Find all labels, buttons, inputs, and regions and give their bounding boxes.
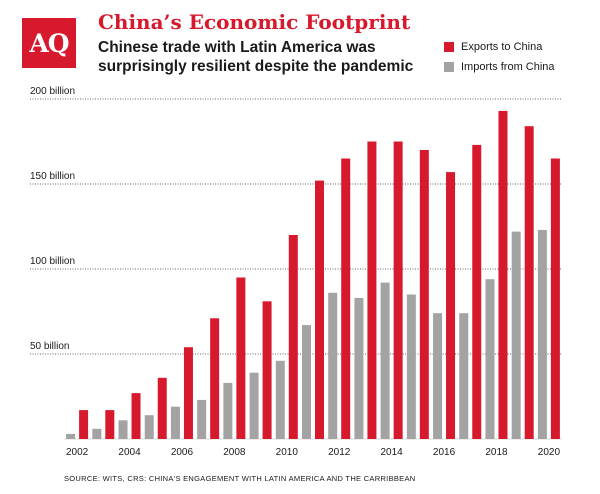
x-tick-label-2012: 2012	[328, 447, 351, 458]
bar-imports-2013	[354, 297, 364, 439]
bar-exports-2015	[419, 150, 429, 439]
legend-label-exports: Exports to China	[461, 40, 543, 53]
bar-exports-2012	[341, 158, 351, 439]
x-axis-labels: 2002 2004 2006 2008 2010 2012 2014 2016 2018 2020	[66, 447, 560, 458]
bar-exports-2005	[157, 377, 167, 439]
logo-text: AQ	[29, 28, 69, 58]
bar-exports-2003	[105, 410, 115, 439]
chart-subtitle: Chinese trade with Latin America was sur…	[98, 39, 414, 75]
bar-imports-2004	[118, 420, 128, 439]
bar-exports-2018	[498, 110, 508, 440]
bar-imports-2020	[537, 229, 547, 439]
bar-exports-2020	[550, 158, 560, 439]
bar-imports-2016	[433, 313, 443, 439]
bar-imports-2003	[92, 428, 102, 439]
y-tick-label-200: 200 billion	[30, 86, 75, 97]
x-tick-label-2010: 2010	[276, 447, 299, 458]
bar-exports-2016	[446, 172, 456, 439]
x-tick-label-2004: 2004	[118, 447, 141, 458]
chart-title: China’s Economic Footprint	[98, 10, 411, 34]
bar-exports-2006	[183, 347, 193, 439]
source-note: SOURCE: WITS, CRS: CHINA'S ENGAGEMENT WI…	[64, 474, 416, 483]
x-tick-label-2002: 2002	[66, 447, 89, 458]
bar-imports-2019	[511, 231, 521, 439]
bar-imports-2017	[459, 313, 469, 439]
bar-exports-2013	[367, 141, 377, 439]
y-tick-label-100: 100 billion	[30, 256, 75, 267]
bar-exports-2010	[288, 235, 298, 439]
bar-exports-2019	[524, 126, 534, 439]
bar-imports-2005	[144, 415, 154, 439]
x-tick-label-2016: 2016	[433, 447, 456, 458]
bar-imports-2018	[485, 279, 495, 439]
x-tick-label-2006: 2006	[171, 447, 194, 458]
bar-exports-2008	[236, 277, 246, 439]
bar-imports-2015	[406, 294, 416, 439]
bar-exports-2007	[210, 318, 220, 439]
bar-imports-2008	[223, 382, 233, 439]
y-tick-label-150: 150 billion	[30, 171, 75, 182]
legend: Exports to China Imports from China	[444, 38, 555, 78]
x-tick-label-2014: 2014	[381, 447, 404, 458]
y-axis-labels: 50 billion 100 billion 150 billion 200 bill…	[30, 86, 75, 352]
bar-imports-2002	[66, 433, 76, 439]
bar-imports-2011	[302, 325, 311, 439]
x-tick-label-2020: 2020	[538, 447, 561, 458]
y-tick-label-50: 50 billion	[30, 341, 69, 352]
bar-exports-2009	[262, 301, 272, 439]
legend-swatch-imports	[444, 61, 454, 72]
bar-imports-2007	[197, 399, 207, 439]
legend-label-imports: Imports from China	[461, 60, 555, 73]
bar-exports-2004	[131, 393, 141, 439]
bar-exports-2011	[315, 180, 324, 439]
x-tick-label-2008: 2008	[223, 447, 246, 458]
bar-imports-2006	[170, 406, 180, 439]
bar-imports-2012	[328, 292, 338, 439]
legend-item-imports: Imports from China	[444, 58, 555, 75]
legend-item-exports: Exports to China	[444, 38, 555, 55]
bar-exports-2017	[472, 144, 482, 439]
bars	[66, 110, 560, 440]
bar-imports-2010	[275, 360, 285, 439]
legend-swatch-exports	[444, 41, 454, 52]
bar-imports-2009	[249, 372, 259, 439]
x-tick-label-2018: 2018	[485, 447, 508, 458]
bar-exports-2014	[393, 141, 403, 439]
aq-logo: AQ	[22, 18, 76, 68]
bar-imports-2014	[380, 282, 390, 439]
bar-exports-2002	[79, 410, 89, 439]
